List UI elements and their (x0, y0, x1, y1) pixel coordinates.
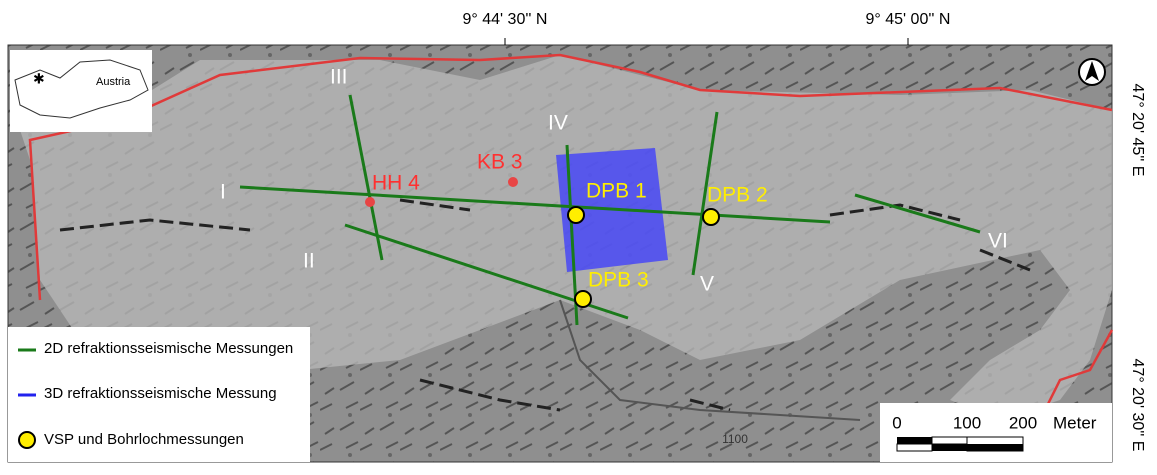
coordinate-label: 47° 20' 45'' E (1129, 84, 1146, 177)
site-point (365, 197, 375, 207)
scale-bar: 0 100 200 Meter (880, 403, 1112, 462)
site-label: HH 4 (372, 172, 420, 195)
scale-tick: 0 (892, 413, 901, 432)
borehole (575, 291, 591, 307)
site-point (508, 177, 518, 187)
north-arrow (1079, 59, 1105, 85)
scale-segment (897, 444, 932, 451)
inset-label: Austria (96, 76, 131, 88)
coordinate-label: 9° 45' 00'' N (866, 11, 951, 28)
page: 1100 I II III IV V VI HH 4 KB 3 DPB 1 DP… (0, 0, 1157, 470)
coordinate-label: 9° 44' 30'' N (463, 11, 548, 28)
legend-symbol (19, 432, 35, 448)
site-label: KB 3 (477, 151, 523, 174)
borehole-label: DPB 3 (588, 269, 649, 292)
profile-label: V (700, 273, 714, 296)
legend-text-box: 2D refraktionsseismische Messungen (44, 338, 294, 384)
map-figure: 1100 I II III IV V VI HH 4 KB 3 DPB 1 DP… (0, 0, 1157, 470)
inset-marker: ✱ (33, 71, 45, 87)
borehole-label: DPB 2 (707, 184, 768, 207)
legend-label: 3D refraktionsseismische Messung (44, 383, 294, 404)
legend-label: VSP und Bohrlochmessungen (44, 431, 244, 448)
scale-unit: Meter (1053, 413, 1097, 432)
coordinate-label: 47° 20' 30'' E (1129, 359, 1146, 452)
legend-text-box: 3D refraktionsseismische Messung (44, 383, 294, 429)
scale-segment (932, 444, 967, 451)
profile-label: VI (988, 230, 1008, 253)
legend-label: 2D refraktionsseismische Messungen (44, 338, 294, 359)
profile-label: IV (548, 112, 568, 135)
scale-tick: 100 (953, 413, 981, 432)
scale-segment (897, 437, 932, 444)
scale-segment (932, 437, 967, 444)
profile-label: I (220, 181, 226, 204)
borehole (568, 207, 584, 223)
borehole (703, 209, 719, 225)
scale-tick: 200 (1009, 413, 1037, 432)
scale-box (880, 403, 1112, 462)
inset-map: ✱ Austria (10, 50, 152, 132)
profile-label: II (303, 250, 315, 273)
profile-label: III (330, 66, 348, 89)
scale-segment (967, 444, 1023, 451)
legend: 2D refraktionsseismische Messungen 3D re… (8, 327, 310, 462)
borehole-label: DPB 1 (586, 180, 647, 203)
contour-label: 1100 (722, 432, 748, 446)
